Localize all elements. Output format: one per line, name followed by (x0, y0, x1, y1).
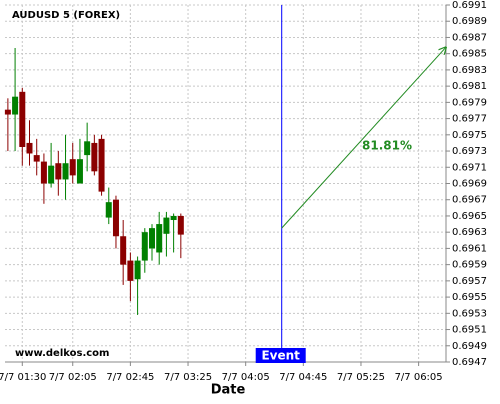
watermark: www.delkos.com (15, 348, 109, 359)
candle-body (55, 163, 62, 180)
y-tick-label: 0.6981 (452, 81, 487, 92)
y-tick-label: 0.6965 (452, 211, 487, 222)
candle-body (33, 155, 40, 162)
y-tick-label: 0.6947 (452, 357, 487, 368)
candle-body (112, 199, 119, 237)
y-tick-label: 0.6953 (452, 308, 487, 319)
y-tick-label: 0.6969 (452, 179, 487, 190)
y-tick-label: 0.6957 (452, 276, 487, 287)
candle-body (12, 96, 19, 115)
candle-body (163, 217, 170, 234)
candle-body (105, 202, 112, 218)
x-tick-label: 7/7 03:25 (164, 372, 212, 383)
candle-body (120, 236, 127, 265)
x-axis-title: Date (211, 383, 246, 398)
y-tick-label: 0.6977 (452, 114, 487, 125)
candle-body (62, 163, 69, 180)
event-label-box (255, 348, 306, 363)
x-tick-label: 7/7 01:30 (0, 372, 46, 383)
x-tick-label: 7/7 06:05 (395, 372, 443, 383)
y-tick-label: 0.6949 (452, 341, 487, 352)
x-tick-label: 7/7 04:45 (279, 372, 327, 383)
candle-body (26, 142, 33, 154)
y-tick-label: 0.6987 (452, 32, 487, 43)
y-tick-label: 0.6991 (452, 0, 487, 11)
y-tick-label: 0.6973 (452, 146, 487, 157)
grid (5, 4, 446, 363)
event-label: Event (261, 349, 300, 363)
x-tick-label: 7/7 04:05 (222, 372, 270, 383)
y-tick-label: 0.6967 (452, 195, 487, 206)
y-tick-label: 0.6985 (452, 49, 487, 60)
x-tick-label: 7/7 05:25 (337, 372, 385, 383)
y-tick-label: 0.6951 (452, 325, 487, 336)
candle-body (76, 159, 83, 184)
candle-body (134, 260, 141, 280)
forecast-label: 81.81% (362, 139, 412, 153)
y-tick-label: 0.6959 (452, 260, 487, 271)
y-tick-label: 0.6979 (452, 97, 487, 108)
candle-body (141, 232, 148, 261)
candle-body (170, 215, 177, 221)
candle-body (156, 224, 163, 253)
candle-body (84, 141, 91, 156)
plot (4, 48, 184, 315)
forecast-arrow (281, 47, 446, 229)
candle-body (19, 91, 26, 147)
y-tick-label: 0.6955 (452, 292, 487, 303)
candle-body (127, 260, 134, 281)
y-tick-label: 0.6989 (452, 16, 487, 27)
candle-body (69, 159, 76, 176)
y-tick-label: 0.6961 (452, 243, 487, 254)
candle-body (149, 228, 155, 249)
candle-body (4, 109, 11, 115)
x-tick-label: 7/7 02:05 (49, 372, 97, 383)
candle-body (40, 161, 47, 184)
candle-body (48, 165, 55, 184)
y-tick-label: 0.6963 (452, 227, 487, 238)
candle-body (91, 142, 98, 172)
y-tick-label: 0.6983 (452, 65, 487, 76)
y-tick-label: 0.6971 (452, 162, 487, 173)
chart-title: AUDUSD 5 (FOREX) (12, 10, 120, 21)
y-tick-label: 0.6975 (452, 130, 487, 141)
candle-body (98, 138, 105, 192)
x-tick-label: 7/7 02:45 (106, 372, 154, 383)
candle-body (177, 215, 184, 235)
